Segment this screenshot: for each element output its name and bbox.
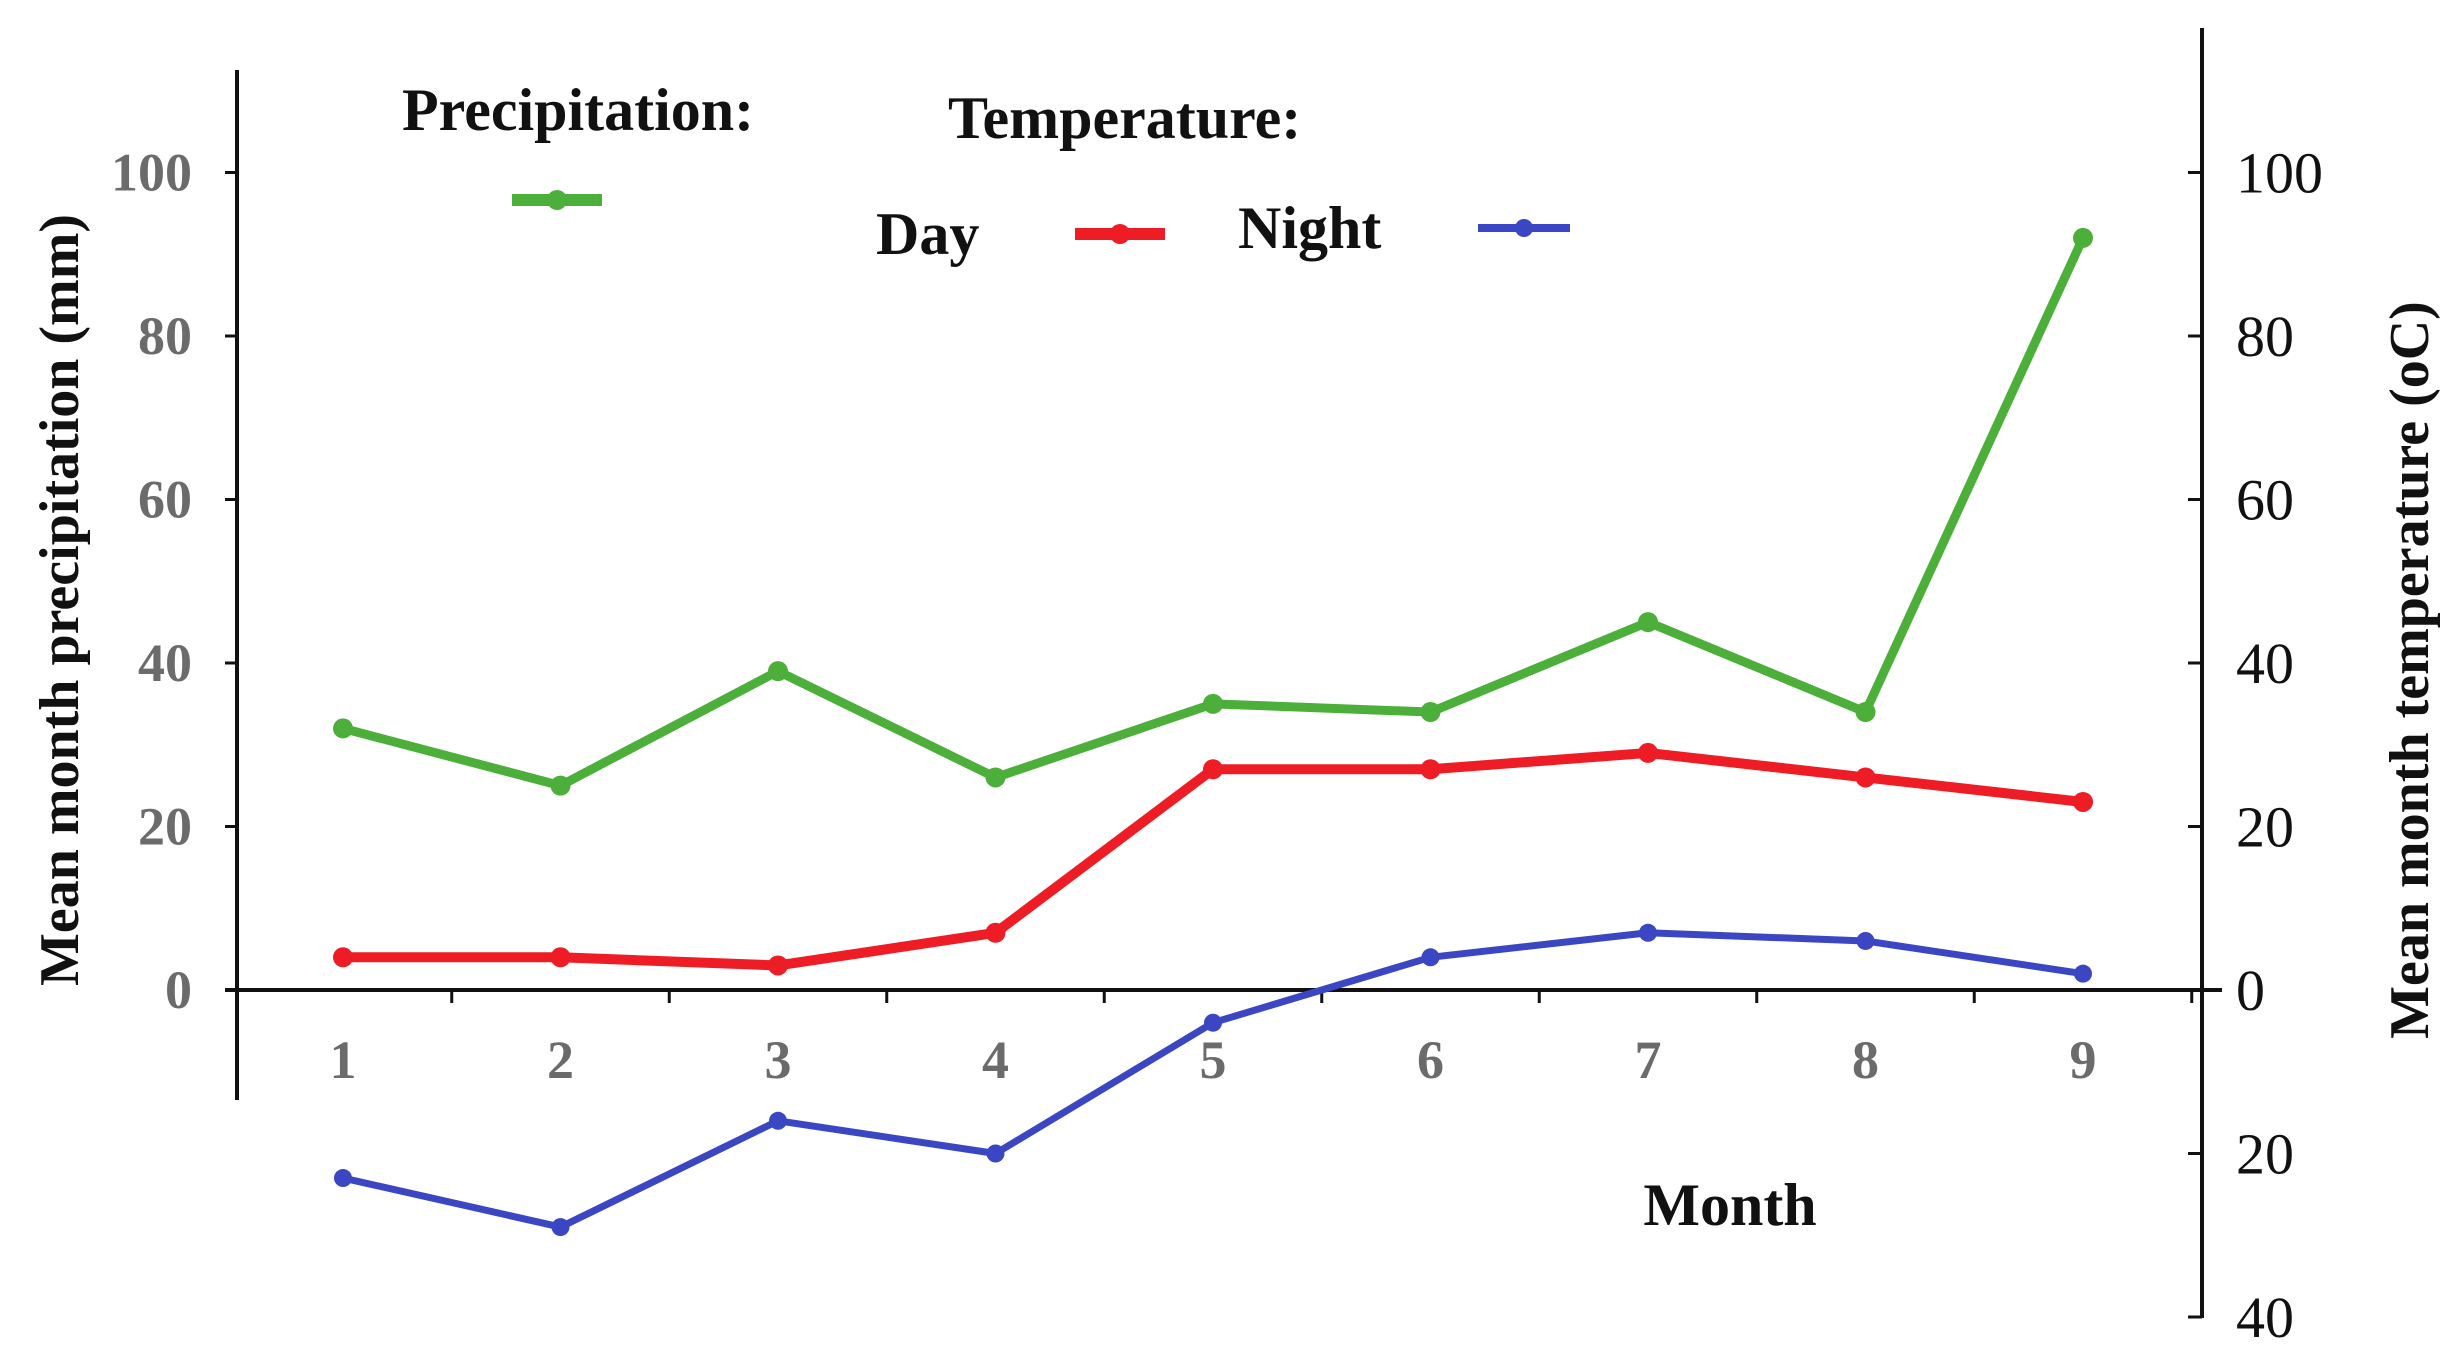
y-right-tick-label: 40 bbox=[2236, 1285, 2294, 1350]
night-data-point bbox=[1421, 948, 1440, 967]
legend-night-label: Night bbox=[1238, 195, 1381, 261]
precipitation-data-point bbox=[1638, 612, 1658, 633]
day-series-line bbox=[338, 747, 2088, 971]
precipitation-data-point bbox=[1855, 702, 1876, 723]
night-data-point bbox=[334, 1169, 352, 1188]
y-left-tick-label: 60 bbox=[138, 470, 192, 530]
precipitation-data-point bbox=[1420, 702, 1441, 723]
y-right-tick-label: 40 bbox=[2236, 631, 2294, 696]
x-tick-label: 5 bbox=[1200, 1030, 1227, 1090]
x-axis-title: Month bbox=[1643, 1172, 1816, 1238]
night-data-point bbox=[986, 1144, 1005, 1163]
x-tick-label: 8 bbox=[1852, 1030, 1879, 1090]
legend-precipitation-heading: Precipitation: bbox=[402, 77, 754, 143]
left-axis-ticks: 0 20 40 60 80 100 bbox=[111, 143, 237, 1020]
day-data-point bbox=[985, 922, 1006, 943]
x-tick-label: 9 bbox=[2070, 1030, 2097, 1090]
precipitation-data-point bbox=[550, 775, 571, 796]
x-tick-label: 6 bbox=[1417, 1030, 1444, 1090]
y-left-tick-label: 80 bbox=[138, 306, 192, 366]
day-data-point bbox=[2073, 791, 2093, 812]
day-data-point bbox=[1420, 759, 1441, 780]
y-right-tick-label: 80 bbox=[2236, 304, 2294, 369]
x-axis-ticks: 1 2 3 4 5 6 7 8 9 bbox=[330, 990, 2194, 1090]
y-right-tick-label: 20 bbox=[2236, 1122, 2294, 1187]
legend-day-marker bbox=[1110, 224, 1130, 244]
day-data-point bbox=[768, 955, 788, 976]
series-layer bbox=[333, 227, 2093, 1237]
precipitation-data-point bbox=[1203, 693, 1223, 714]
precipitation-data-point bbox=[333, 718, 353, 739]
precipitation-data-point bbox=[985, 767, 1006, 788]
x-tick-label: 7 bbox=[1635, 1030, 1662, 1090]
night-data-point bbox=[1856, 931, 1875, 950]
day-data-point bbox=[1855, 767, 1876, 788]
precipitation-data-point bbox=[768, 661, 788, 682]
x-tick-label: 4 bbox=[982, 1030, 1009, 1090]
y-axis-right-title: Mean month temperature (oC) bbox=[2379, 301, 2441, 1039]
y-right-tick-label: 60 bbox=[2236, 468, 2294, 533]
right-axis-ticks: 100 80 60 40 20 0 20 40 bbox=[2188, 141, 2323, 1350]
legend-temperature-heading: Temperature: bbox=[948, 85, 1301, 151]
day-data-point bbox=[1203, 759, 1223, 780]
night-data-point bbox=[1639, 923, 1657, 942]
legend-precipitation-marker bbox=[547, 190, 567, 210]
day-data-point bbox=[1638, 742, 1658, 763]
y-left-tick-label: 20 bbox=[138, 797, 192, 857]
y-left-tick-label: 0 bbox=[165, 960, 192, 1020]
y-right-tick-label: 100 bbox=[2236, 141, 2323, 206]
legend-day-label: Day bbox=[876, 201, 979, 267]
night-data-point bbox=[551, 1218, 570, 1237]
x-tick-label: 1 bbox=[330, 1030, 357, 1090]
y-left-tick-label: 40 bbox=[138, 633, 192, 693]
x-tick-label: 3 bbox=[765, 1030, 792, 1090]
night-data-point bbox=[1204, 1013, 1222, 1032]
day-data-point bbox=[550, 947, 571, 968]
night-data-point bbox=[769, 1111, 787, 1130]
precipitation-data-point bbox=[2073, 227, 2093, 248]
x-tick-label: 2 bbox=[547, 1030, 574, 1090]
night-data-point bbox=[2074, 964, 2092, 983]
legend-night-marker bbox=[1515, 219, 1533, 237]
legend: Precipitation: Temperature: Day Night bbox=[402, 77, 1570, 267]
y-axis-left-title: Mean month precipitation (mm) bbox=[29, 214, 91, 986]
y-right-tick-label: 0 bbox=[2236, 958, 2265, 1023]
y-right-tick-label: 20 bbox=[2236, 795, 2294, 860]
day-data-point bbox=[333, 947, 353, 968]
y-left-tick-label: 100 bbox=[111, 143, 192, 203]
